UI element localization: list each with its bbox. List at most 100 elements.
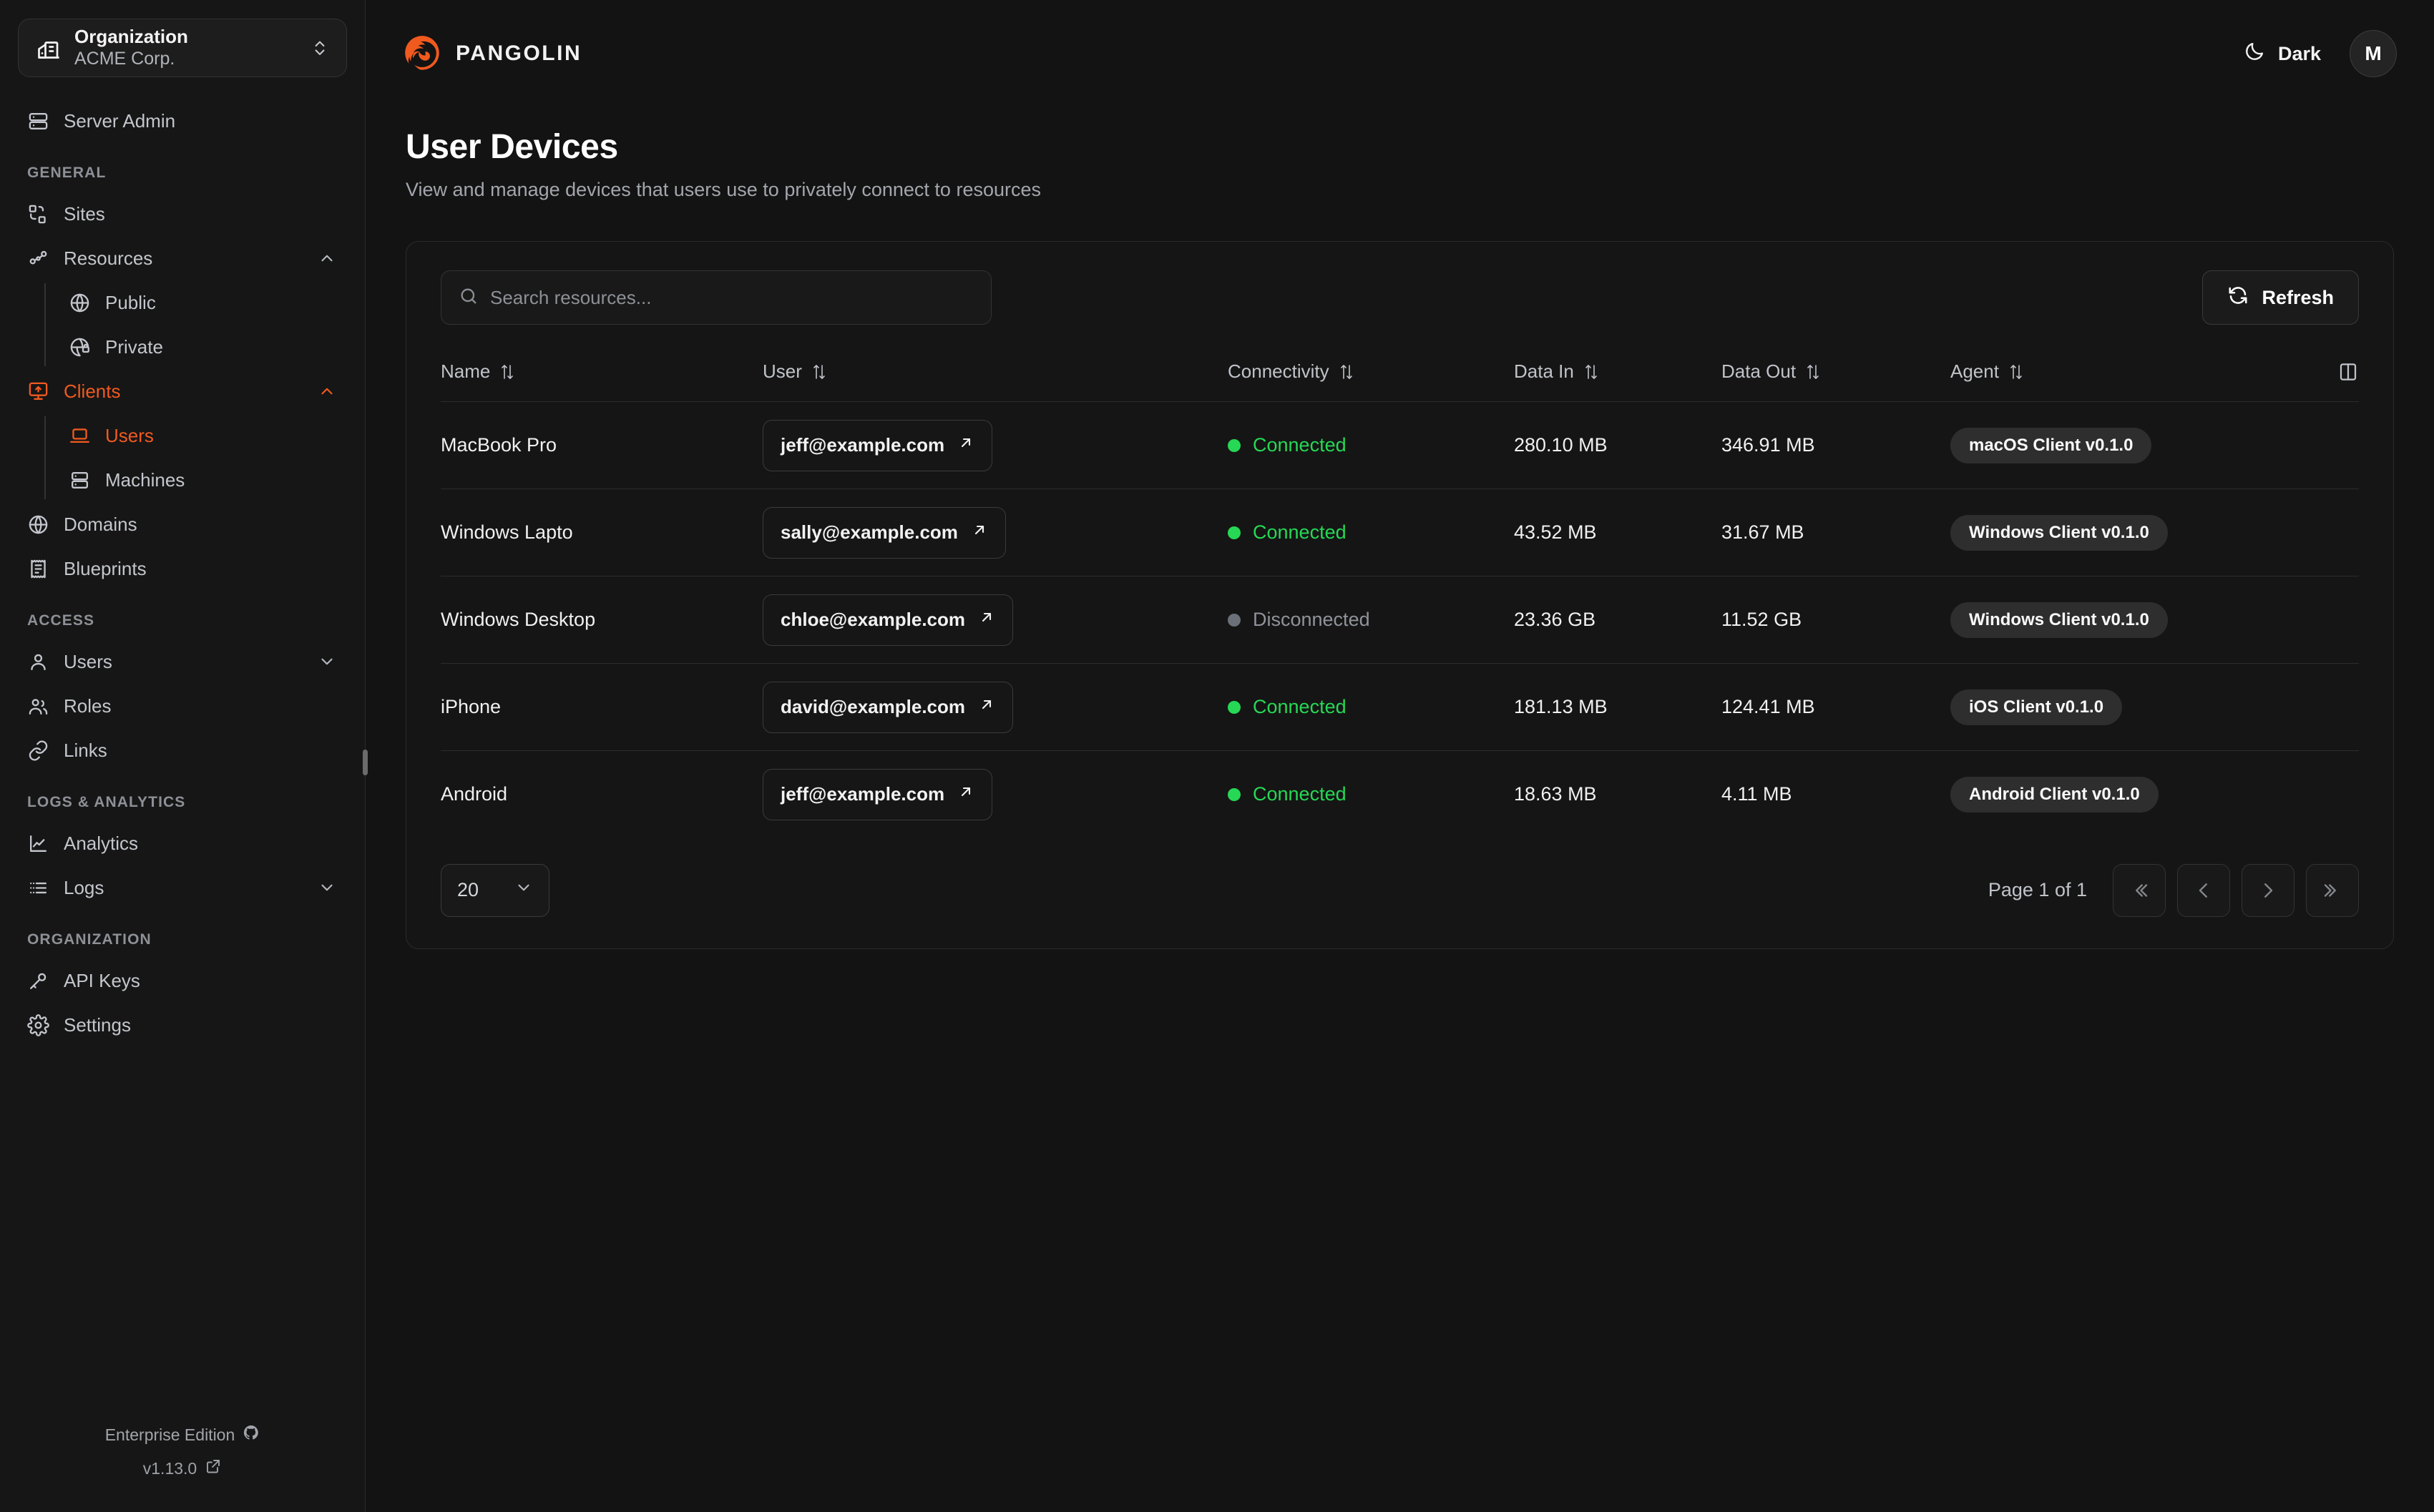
cell-connectivity: Connected xyxy=(1228,489,1514,576)
edition-label: Enterprise Edition xyxy=(104,1425,235,1444)
table-row[interactable]: Android jeff@example.com xyxy=(441,751,2359,838)
user-link-chip[interactable]: chloe@example.com xyxy=(763,594,1014,646)
table-row[interactable]: MacBook Pro jeff@example.com xyxy=(441,401,2359,489)
table-row[interactable]: Windows Desktop chloe@example.com xyxy=(441,576,2359,664)
page-size-select[interactable]: 20 xyxy=(441,863,549,917)
table-row[interactable]: iPhone david@example.com xyxy=(441,663,2359,751)
sidebar-item-label: Logs xyxy=(64,877,104,898)
cell-data-out: 4.11 MB xyxy=(1721,783,1792,805)
status-dot-icon xyxy=(1228,700,1241,714)
cell-agent: macOS Client v0.1.0 xyxy=(1950,401,2359,489)
org-label: Organization xyxy=(74,26,188,48)
cell-data-out: 31.67 MB xyxy=(1721,489,1950,576)
search-input[interactable] xyxy=(490,286,974,309)
chevron-up-icon[interactable] xyxy=(318,382,336,401)
sidebar-section-organization: ORGANIZATION xyxy=(27,931,152,948)
user-link-chip[interactable]: sally@example.com xyxy=(763,506,1006,559)
cell-connectivity: Disconnected xyxy=(1228,576,1514,664)
github-icon[interactable] xyxy=(243,1424,260,1445)
cell-data-in: 23.36 GB xyxy=(1514,576,1721,664)
sidebar-item-clients[interactable]: Clients xyxy=(0,369,365,413)
globe-icon xyxy=(69,292,91,314)
column-header-data-in[interactable]: Data In xyxy=(1514,348,1721,402)
chevron-down-icon[interactable] xyxy=(318,878,336,897)
sidebar-resize-handle[interactable] xyxy=(363,750,368,775)
sidebar-subgroup-clients: Users Machines xyxy=(44,413,365,502)
sidebar-item-roles[interactable]: Roles xyxy=(0,684,365,728)
sidebar-item-blueprints[interactable]: Blueprints xyxy=(0,546,365,591)
sidebar-item-resources[interactable]: Resources xyxy=(0,236,365,280)
brand[interactable]: PANGOLIN xyxy=(403,34,582,73)
cell-name: Windows Desktop xyxy=(441,576,763,664)
cell-connectivity: Connected xyxy=(1228,663,1514,751)
devices-table: Name User xyxy=(441,348,2359,838)
sidebar-item-domains[interactable]: Domains xyxy=(0,502,365,546)
sidebar-item-label: Roles xyxy=(64,695,112,717)
sidebar-subgroup-resources: Public Private xyxy=(44,280,365,369)
chart-line-icon xyxy=(27,833,49,855)
first-page-button[interactable] xyxy=(2113,863,2166,917)
sidebar-item-settings[interactable]: Settings xyxy=(0,1003,365,1047)
column-header-name[interactable]: Name xyxy=(441,348,763,402)
column-header-connectivity[interactable]: Connectivity xyxy=(1228,348,1514,402)
sidebar-item-label: Machines xyxy=(105,469,185,491)
external-link-icon xyxy=(205,1458,222,1479)
column-header-data-out[interactable]: Data Out xyxy=(1721,348,1950,402)
sidebar-item-sites[interactable]: Sites xyxy=(0,192,365,236)
search-field[interactable] xyxy=(441,270,992,325)
clients-icon xyxy=(27,381,49,403)
main-content: PANGOLIN Dark M User Devices View and xyxy=(366,0,2434,1512)
theme-toggle[interactable]: Dark xyxy=(2244,40,2321,67)
user-link-chip[interactable]: jeff@example.com xyxy=(763,768,993,820)
sidebar-item-logs[interactable]: Logs xyxy=(0,865,365,910)
cell-user: chloe@example.com xyxy=(763,576,1228,664)
table-row[interactable]: Windows Lapto sally@example.com xyxy=(441,489,2359,576)
sidebar-item-machines[interactable]: Machines xyxy=(44,458,365,502)
agent-badge: macOS Client v0.1.0 xyxy=(1950,427,2152,463)
pagination-buttons xyxy=(2113,863,2359,917)
refresh-button[interactable]: Refresh xyxy=(2202,270,2359,325)
sidebar-item-links[interactable]: Links xyxy=(0,728,365,772)
gear-icon xyxy=(27,1013,49,1036)
agent-badge: Windows Client v0.1.0 xyxy=(1950,602,2168,638)
sidebar-footer: Enterprise Edition v1.13.0 xyxy=(0,1424,365,1512)
column-label: Data Out xyxy=(1721,360,1797,382)
column-header-user[interactable]: User xyxy=(763,348,1228,402)
sidebar-item-api-keys[interactable]: API Keys xyxy=(0,958,365,1003)
sidebar-item-users-clients[interactable]: Users xyxy=(44,413,365,458)
chevron-down-icon[interactable] xyxy=(318,652,336,671)
arrow-up-right-icon xyxy=(978,609,995,631)
sites-icon xyxy=(27,203,49,225)
sidebar-item-label: Settings xyxy=(64,1014,131,1036)
cell-agent: Windows Client v0.1.0 xyxy=(1950,576,2359,664)
user-link-chip[interactable]: david@example.com xyxy=(763,681,1014,733)
cell-data-in: 280.10 MB xyxy=(1514,401,1721,489)
avatar[interactable]: M xyxy=(2350,30,2397,77)
arrow-up-right-icon xyxy=(957,434,974,456)
chevron-up-icon[interactable] xyxy=(318,249,336,267)
column-header-agent[interactable]: Agent xyxy=(1950,348,2359,402)
next-page-button[interactable] xyxy=(2242,863,2294,917)
previous-page-button[interactable] xyxy=(2177,863,2230,917)
cell-connectivity: Connected xyxy=(1228,401,1514,489)
user-link-chip[interactable]: jeff@example.com xyxy=(763,419,993,471)
sidebar-item-users-access[interactable]: Users xyxy=(0,639,365,684)
users-group-icon xyxy=(27,695,49,717)
cell-data-in: 43.52 MB xyxy=(1514,489,1721,576)
sort-icon xyxy=(811,363,827,381)
column-options-icon[interactable] xyxy=(2337,361,2359,383)
cell-agent: Android Client v0.1.0 xyxy=(1950,751,2359,838)
org-switcher[interactable]: Organization ACME Corp. xyxy=(18,19,347,77)
sidebar-item-private[interactable]: Private xyxy=(44,325,365,369)
user-email: sally@example.com xyxy=(781,521,958,543)
sort-icon xyxy=(499,363,515,381)
column-label: User xyxy=(763,360,802,382)
version-row[interactable]: v1.13.0 xyxy=(0,1458,365,1479)
sidebar-item-public[interactable]: Public xyxy=(44,280,365,325)
last-page-button[interactable] xyxy=(2306,863,2359,917)
sidebar-item-server-admin[interactable]: Server Admin xyxy=(0,99,365,143)
table-body: MacBook Pro jeff@example.com xyxy=(441,401,2359,838)
sidebar-item-analytics[interactable]: Analytics xyxy=(0,821,365,865)
cell-data-out: 124.41 MB xyxy=(1721,663,1950,751)
column-label: Name xyxy=(441,360,491,382)
